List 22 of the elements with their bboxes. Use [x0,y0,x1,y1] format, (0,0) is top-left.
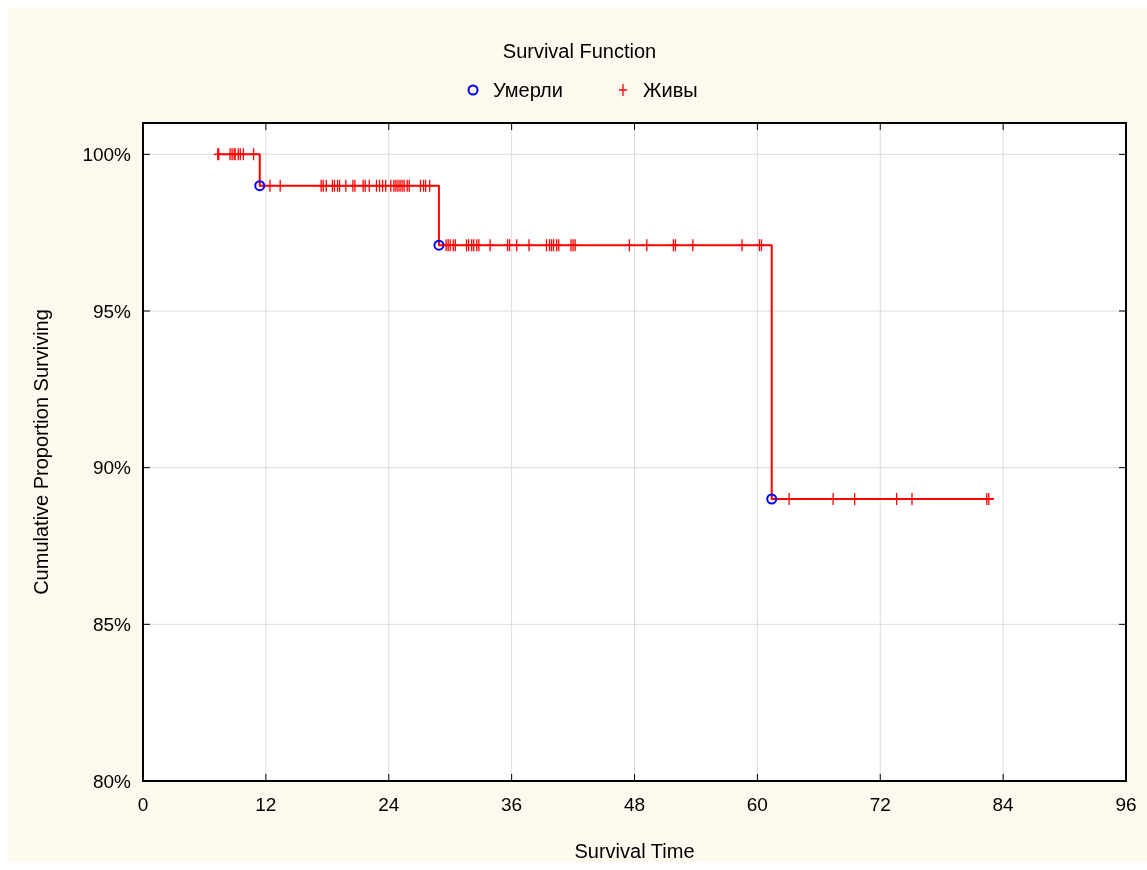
x-tick-label: 60 [746,794,768,815]
x-tick-label: 36 [501,794,523,815]
y-tick-label: 95% [92,300,132,322]
y-axis-title: Cumulative Proportion Surviving [30,309,52,595]
x-tick-label: 96 [1115,794,1137,815]
x-tick-label: 72 [869,794,891,815]
x-tick-label: 48 [623,794,646,815]
y-tick-label: 80% [92,770,132,792]
point [433,239,445,251]
y-tick-label: 90% [92,457,132,479]
legend-label: Умерли [493,79,563,101]
x-tick-label: 0 [137,794,149,815]
point [254,180,266,192]
x-tick-label: 12 [255,794,277,815]
y-tick-label: 100% [82,143,132,165]
x-tick-label: 84 [992,794,1015,815]
x-axis-title: Survival Time [574,840,695,862]
y-tick-label: 85% [92,613,132,635]
chart-title: Survival Function [502,40,657,62]
x-tick-label: 24 [378,794,400,815]
legend-label: Живы [643,79,698,101]
point [766,493,778,505]
